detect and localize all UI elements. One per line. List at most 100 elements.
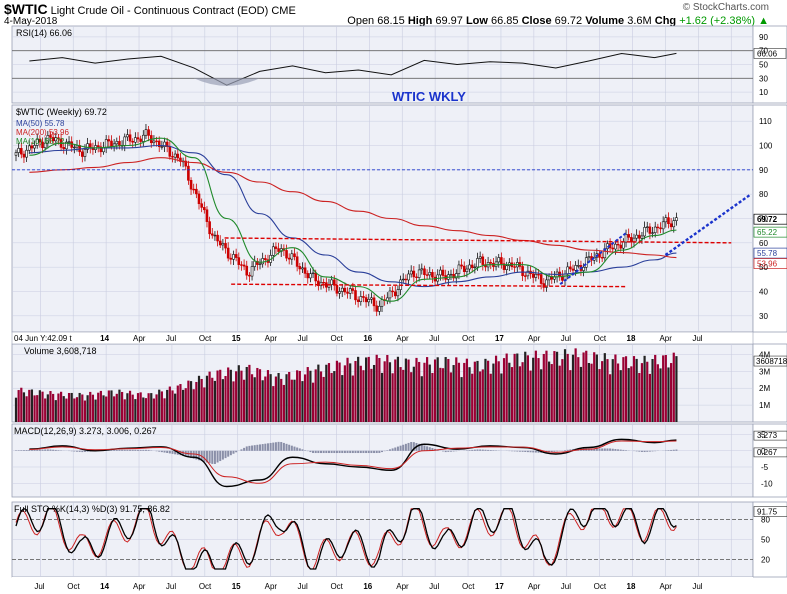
macd-histogram-bar [44, 449, 47, 451]
volume-bar [110, 390, 113, 422]
volume-bar [311, 382, 315, 422]
price-candle-body [51, 137, 55, 142]
macd-histogram-bar [449, 450, 452, 452]
volume-bar [235, 371, 238, 422]
volume-bar [266, 370, 270, 422]
price-candle-body [155, 140, 158, 143]
volume-bar [534, 350, 537, 422]
price-candle-body [367, 298, 371, 303]
price-candle-body [224, 243, 227, 249]
volume-bar [500, 373, 503, 422]
volume-bar [136, 393, 140, 422]
volume-bar [532, 357, 535, 422]
macd-histogram-bar [468, 450, 471, 451]
macd-histogram-bar [590, 448, 593, 451]
volume-bar [181, 389, 185, 422]
price-candle-body [449, 273, 453, 276]
price-candle-body [301, 267, 304, 270]
volume-bar [492, 363, 495, 422]
price-candle-body [489, 262, 493, 264]
volume-bar [102, 395, 105, 422]
volume-bar [200, 378, 203, 422]
price-candle-body [502, 263, 506, 270]
price-candle-body [407, 273, 410, 281]
x-top-label-1: Apr [133, 334, 146, 343]
macd-histogram-bar [404, 443, 407, 451]
price-candle-body [261, 258, 264, 265]
price-candle-body [359, 296, 363, 302]
price-candle-body [287, 257, 291, 260]
volume-bar [274, 376, 278, 422]
price-candle-body [653, 226, 657, 234]
x-bottom-label-10: 16 [363, 582, 372, 591]
price-candle-body [500, 257, 503, 265]
chart-date: 4-May-2018 [4, 16, 58, 27]
volume-bar [65, 398, 68, 422]
x-top-label-16: 18 [627, 334, 636, 343]
volume-bar [622, 357, 625, 422]
price-candle-body [274, 246, 278, 249]
price-candle-body [96, 145, 100, 148]
price-candle-body [192, 188, 196, 191]
trend-channel-upper [664, 193, 752, 256]
price-candle-body [523, 275, 527, 277]
price-candle-body [200, 203, 203, 208]
volume-bar [662, 355, 665, 422]
macd-histogram-bar [261, 444, 264, 451]
macd-histogram-bar [205, 450, 208, 463]
volume-bar [115, 393, 118, 422]
volume-bar [595, 354, 598, 422]
macd-histogram-bar [619, 449, 622, 451]
x-bottom-label-9: Oct [330, 582, 343, 591]
trend-channel-lower [559, 232, 627, 285]
price-candle-body [303, 267, 307, 274]
price-candle-body [67, 141, 71, 143]
macd-value-tag-0: 3.273 [757, 431, 778, 440]
volume-bar [563, 349, 567, 422]
price-candle-body [271, 246, 275, 256]
volume-bar [150, 393, 153, 422]
volume-bar [250, 374, 254, 422]
ohlc-readout: Open 68.15 High 69.97 Low 66.85 Close 69… [347, 15, 769, 27]
macd-histogram-bar [22, 450, 25, 451]
price-value-tag-box [753, 258, 787, 269]
macd-histogram-bar [198, 450, 201, 461]
x-bottom-label-1: Oct [67, 582, 80, 591]
macd-histogram-bar [378, 450, 381, 453]
volume-bar [288, 371, 291, 422]
volume-bar [28, 389, 31, 422]
price-candle-body [43, 142, 47, 149]
price-candle-body [147, 129, 150, 136]
rsi-tick-50: 50 [759, 61, 768, 70]
volume-bar [304, 374, 307, 422]
volume-bar [97, 392, 100, 422]
macd-histogram-bar [564, 450, 567, 451]
sto-tick-1: 50 [761, 536, 770, 545]
volume-bar [131, 394, 134, 422]
volume-bar [354, 360, 357, 422]
macd-histogram-bar [569, 449, 572, 451]
macd-tag-box-2 [753, 447, 787, 458]
price-candle-body [157, 140, 161, 148]
volume-bar [221, 379, 224, 422]
price-candle-body [27, 145, 31, 151]
macd-histogram-bar [550, 450, 553, 453]
price-candle-body [325, 282, 328, 288]
x-top-label-12: 17 [495, 334, 504, 343]
macd-histogram-bar [285, 443, 288, 451]
volume-bar [654, 354, 657, 422]
macd-histogram-bar [208, 450, 211, 464]
symbol: $WTIC [4, 1, 48, 17]
volume-bar [436, 357, 439, 422]
macd-histogram-bar [365, 450, 368, 454]
volume-bar [208, 371, 211, 422]
x-bottom-label-18: 18 [627, 582, 636, 591]
volume-bar [455, 357, 458, 422]
macd-histogram-bar [81, 450, 84, 453]
volume-bar [640, 363, 644, 422]
chart-header: $WTIC Light Crude Oil - Continuous Contr… [4, 0, 783, 28]
volume-bar [293, 379, 296, 422]
price-candle-body [168, 146, 172, 157]
macd-histogram-bar [256, 444, 259, 451]
volume-bar [36, 395, 39, 422]
